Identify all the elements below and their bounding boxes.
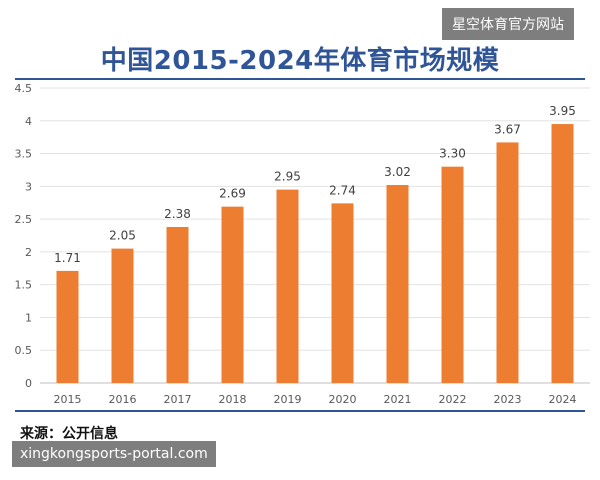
bar-2020: [331, 203, 354, 383]
bar-2019: [276, 189, 299, 383]
x-tick-label: 2024: [549, 393, 577, 406]
y-axis-ticks: 0 0.5 1 1.5 2 2.5 3 3.5 4 4.5: [15, 82, 33, 390]
data-label: 2.74: [329, 183, 356, 197]
x-axis-ticks: 2015 2016 2017 2018 2019 2020 2021 2022 2023 2024: [54, 393, 577, 406]
data-label: 3.30: [439, 147, 466, 161]
x-tick-label: 2019: [274, 393, 302, 406]
y-tick-label: 4: [25, 115, 32, 128]
x-tick-label: 2020: [329, 393, 357, 406]
data-label: 1.71: [54, 251, 81, 265]
data-label: 3.67: [494, 122, 521, 136]
x-tick-label: 2015: [54, 393, 82, 406]
y-tick-label: 2: [25, 246, 32, 259]
bar-2023: [496, 142, 519, 383]
data-label: 3.02: [384, 165, 411, 179]
x-tick-label: 2016: [109, 393, 137, 406]
bars: [56, 124, 574, 384]
data-label: 2.05: [109, 229, 136, 243]
data-label: 2.95: [274, 170, 301, 184]
chart-title: 中国2015-2024年体育市场规模: [100, 46, 500, 76]
x-tick-label: 2021: [384, 393, 412, 406]
bar-2016: [111, 248, 134, 383]
bar-2017: [166, 226, 189, 383]
watermark-top: 星空体育官方网站: [442, 8, 574, 40]
watermark-bottom: xingkongsports-portal.com: [12, 441, 216, 467]
y-tick-label: 1.5: [15, 279, 33, 292]
data-label: 2.69: [219, 187, 246, 201]
bar-2024: [551, 124, 574, 384]
source-note: 来源：公开信息: [20, 426, 118, 442]
data-labels: 1.71 2.05 2.38 2.69 2.95 2.74 3.02 3.30 3.67 3.95: [54, 104, 576, 265]
x-tick-label: 2022: [439, 393, 467, 406]
y-tick-label: 3: [25, 180, 32, 193]
x-tick-label: 2023: [494, 393, 522, 406]
y-tick-label: 3.5: [15, 148, 33, 161]
title-divider: [15, 78, 585, 80]
data-label: 3.95: [549, 104, 576, 118]
y-tick-label: 0.5: [15, 344, 33, 357]
bar-2021: [386, 185, 409, 383]
y-tick-label: 4.5: [15, 82, 33, 95]
x-tick-label: 2017: [164, 393, 192, 406]
y-tick-label: 2.5: [15, 213, 33, 226]
bar-2018: [221, 206, 244, 383]
y-tick-label: 0: [25, 377, 32, 390]
bar-2022: [441, 166, 464, 383]
bar-2015: [56, 270, 79, 383]
bottom-divider: [15, 410, 585, 412]
x-tick-label: 2018: [219, 393, 247, 406]
y-tick-label: 1: [25, 311, 32, 324]
data-label: 2.38: [164, 207, 191, 221]
